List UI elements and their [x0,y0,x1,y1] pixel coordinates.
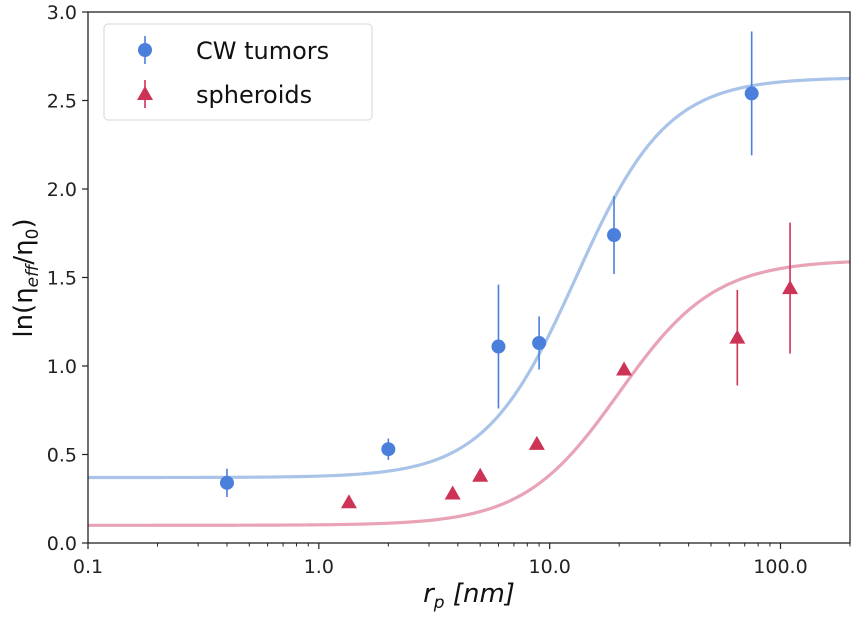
data-points [219,31,799,509]
data-point-spheroids [528,435,545,450]
data-point-spheroids [340,494,357,509]
x-tick-label: 1.0 [304,556,334,578]
y-tick-label: 0.5 [47,445,77,467]
x-axis-label-main: r [423,579,436,609]
y-axis-label-sub2: 0 [23,229,43,240]
data-point-spheroids [444,485,461,500]
legend-marker-triangle [137,86,153,100]
legend-box [103,23,373,121]
y-axis-label-part3: ) [9,218,39,228]
y-axis-label-part1: ln(η [9,287,39,337]
legend: CW tumors spheroids [103,23,373,121]
x-tick-label: 0.1 [73,556,103,578]
data-point-cw-tumors [607,228,622,243]
y-axis-label-part2: /η [9,239,39,264]
data-point-spheroids [729,329,746,344]
y-axis-label-sub: eff [23,263,43,287]
y-tick-label: 3.0 [47,2,77,24]
y-tick-label: 2.0 [47,179,77,201]
data-point-spheroids [472,467,489,482]
y-axis: 0.0 0.5 1.0 1.5 2.0 2.5 3.0 [47,2,88,555]
fit-curves [88,76,851,527]
data-point-cw-tumors [491,339,506,354]
y-tick-label: 1.0 [47,356,77,378]
data-point-cw-tumors [532,335,547,350]
x-tick-label: 10.0 [529,556,571,578]
data-point-cw-tumors [381,442,396,457]
x-tick-label: 100.0 [753,556,807,578]
x-axis: 0.1 1.0 10.0 100.0 [73,543,851,578]
x-axis-label-rest: [nm] [445,579,515,609]
x-axis-label-sub: p [433,593,445,613]
legend-label: spheroids [196,81,312,109]
data-point-spheroids [782,280,799,295]
y-tick-label: 1.5 [47,268,77,290]
fit-curve-cw-tumors [88,76,851,480]
y-tick-label: 2.5 [47,91,77,113]
data-point-cw-tumors [744,86,759,101]
legend-entries: CW tumors spheroids [137,36,329,109]
x-axis-label: rp [nm] [423,579,515,613]
legend-marker-circle [138,43,152,57]
y-axis-label: ln(ηeff/η0) [9,218,43,337]
data-point-spheroids [616,361,633,376]
y-tick-label: 0.0 [47,533,77,555]
data-point-cw-tumors [219,475,234,490]
fit-curve-spheroids [88,260,851,527]
legend-label: CW tumors [196,37,329,65]
